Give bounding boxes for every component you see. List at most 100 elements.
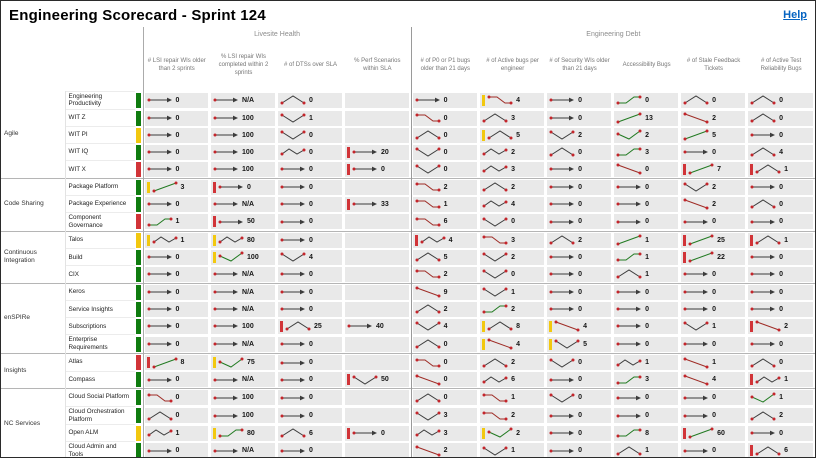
trend-sparkline	[147, 324, 172, 329]
metric-cell-box: 0	[681, 443, 746, 457]
metric-cell: 0	[747, 282, 815, 301]
metric-cell	[344, 388, 412, 407]
metric-value: 0	[175, 96, 180, 104]
metric-cell: 6	[479, 371, 546, 389]
help-link[interactable]: Help	[783, 9, 807, 21]
scorecard-row: Package Experience 0 N/A 0 33 1 4 0 0 2 0	[1, 195, 815, 213]
metric-cell-box: 0	[681, 301, 746, 317]
trend-sparkline	[616, 219, 642, 225]
trend-sparkline	[616, 129, 642, 140]
trend-sparkline	[616, 341, 642, 347]
metric-value: 0	[578, 288, 582, 296]
trend-sparkline	[616, 95, 642, 105]
metric-cell: 0	[142, 371, 211, 389]
metric-value: 3	[180, 183, 185, 191]
metric-cell-box: 0	[278, 127, 343, 143]
page-title: Engineering Scorecard - Sprint 124	[9, 6, 266, 24]
metric-status-bar	[683, 427, 687, 439]
metric-value: 1	[443, 200, 448, 208]
metric-cell	[344, 249, 411, 266]
trend-sparkline	[482, 287, 508, 298]
metric-value: 0	[443, 165, 448, 173]
metric-value: 20	[381, 148, 389, 156]
metric-cell-box	[345, 355, 409, 371]
header-corner	[1, 27, 144, 41]
trend-sparkline	[616, 395, 642, 401]
metric-cell-box: 0	[748, 110, 814, 126]
metric-value: 0	[175, 200, 180, 208]
metric-status-bar	[683, 234, 687, 246]
row-label: Talos	[65, 230, 135, 249]
trend-sparkline	[218, 219, 244, 225]
metric-value: 0	[712, 148, 716, 156]
trend-sparkline	[750, 392, 776, 403]
metric-status-bar	[414, 234, 418, 246]
metric-cell-box: 0	[681, 92, 746, 108]
trend-sparkline	[280, 413, 306, 418]
trend-sparkline	[415, 182, 441, 192]
metric-value: 0	[175, 148, 180, 156]
metric-value: 6	[443, 218, 448, 226]
metric-cell: 0	[747, 266, 815, 284]
metric-cell-box: 0	[614, 408, 679, 424]
metric-cell-box: 0	[412, 161, 478, 177]
metric-value: 0	[578, 183, 582, 191]
metric-cell-box: N/A	[211, 443, 276, 457]
metric-cell-box: 6	[480, 372, 545, 388]
row-group-label: Code Sharing	[1, 177, 66, 232]
metric-cell: 0	[142, 248, 211, 266]
metric-status-bar	[549, 320, 553, 332]
metric-cell-box: 0	[547, 179, 612, 195]
scorecard-row: WIT Z 0 100 1 0 3 0 13 2 0	[1, 109, 815, 127]
metric-value: 0	[309, 183, 313, 191]
trend-sparkline	[218, 251, 244, 263]
metric-value: 0	[309, 376, 313, 384]
metric-cell-box: 0	[144, 372, 209, 388]
metric-cell-box: 100	[211, 318, 276, 334]
row-group-label: Insights	[1, 353, 66, 389]
metric-cell: 13	[613, 110, 680, 127]
trend-sparkline	[415, 393, 441, 403]
metric-cell-box	[345, 232, 409, 248]
metric-value: 4	[583, 322, 587, 330]
scorecard-row: Open ALM 1 80 6 0 3 2 0 8 60 0	[1, 424, 815, 442]
metric-cell-box: 2	[480, 249, 545, 265]
metric-value: 4	[309, 253, 313, 261]
metric-cell-box: 8	[144, 355, 209, 371]
metric-value: 0	[443, 359, 448, 367]
trend-sparkline	[352, 166, 378, 172]
metric-value: 0	[779, 114, 783, 122]
metric-cell: 0	[747, 110, 815, 127]
metric-cell-box: 3	[480, 161, 545, 177]
metric-value: 0	[578, 253, 582, 261]
trend-sparkline	[415, 358, 441, 368]
trend-sparkline	[755, 446, 781, 456]
metric-value: 2	[516, 429, 520, 437]
trend-sparkline	[755, 320, 781, 332]
metric-cell-box: 0	[412, 127, 478, 143]
metric-cell: 0	[680, 388, 748, 407]
trend-sparkline	[549, 147, 575, 157]
metric-cell: 0	[546, 196, 613, 213]
row-status-cell	[135, 91, 143, 110]
metric-cell: 0	[142, 282, 211, 301]
trend-sparkline	[549, 272, 575, 277]
metric-cell-box: 0	[614, 92, 679, 108]
metric-value: 1	[511, 447, 515, 455]
metric-cell-box: 0	[412, 336, 478, 352]
trend-sparkline	[616, 234, 642, 246]
metric-cell	[344, 282, 412, 301]
metric-cell: 80	[210, 230, 278, 249]
metric-cell: N/A	[210, 442, 277, 457]
status-bar	[136, 284, 141, 300]
metric-cell	[344, 230, 412, 249]
metric-cell: 2	[546, 127, 613, 144]
metric-cell	[344, 177, 412, 196]
metric-cell-box: 25	[681, 232, 746, 248]
metric-value: 0	[309, 447, 313, 455]
metric-cell-box: 0	[748, 425, 814, 441]
metric-cell: 0	[277, 388, 345, 407]
metric-value: N/A	[242, 376, 255, 384]
metric-cell-box: 0	[614, 196, 679, 212]
metric-cell-box	[345, 284, 409, 300]
